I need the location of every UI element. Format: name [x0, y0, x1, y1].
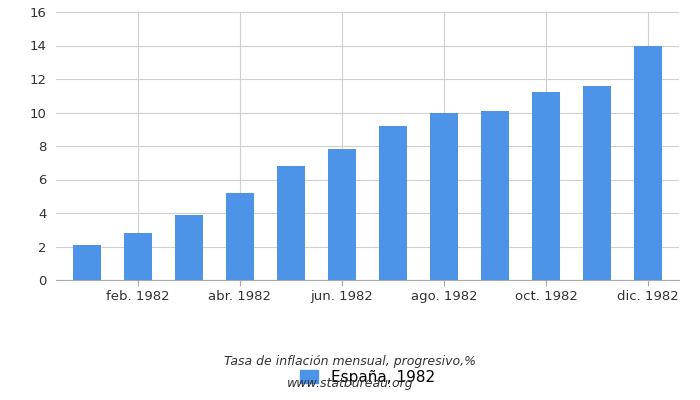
Bar [124, 233, 152, 280]
Bar [583, 86, 611, 280]
Text: Tasa de inflación mensual, progresivo,%: Tasa de inflación mensual, progresivo,% [224, 356, 476, 368]
Legend: España, 1982: España, 1982 [300, 370, 435, 385]
Bar [226, 193, 254, 280]
Bar [73, 245, 101, 280]
Text: www.statbureau.org: www.statbureau.org [287, 378, 413, 390]
Bar [532, 92, 560, 280]
Bar [328, 149, 356, 280]
Bar [175, 215, 203, 280]
Bar [634, 46, 662, 280]
Bar [277, 166, 305, 280]
Bar [379, 126, 407, 280]
Bar [481, 111, 509, 280]
Bar [430, 112, 458, 280]
